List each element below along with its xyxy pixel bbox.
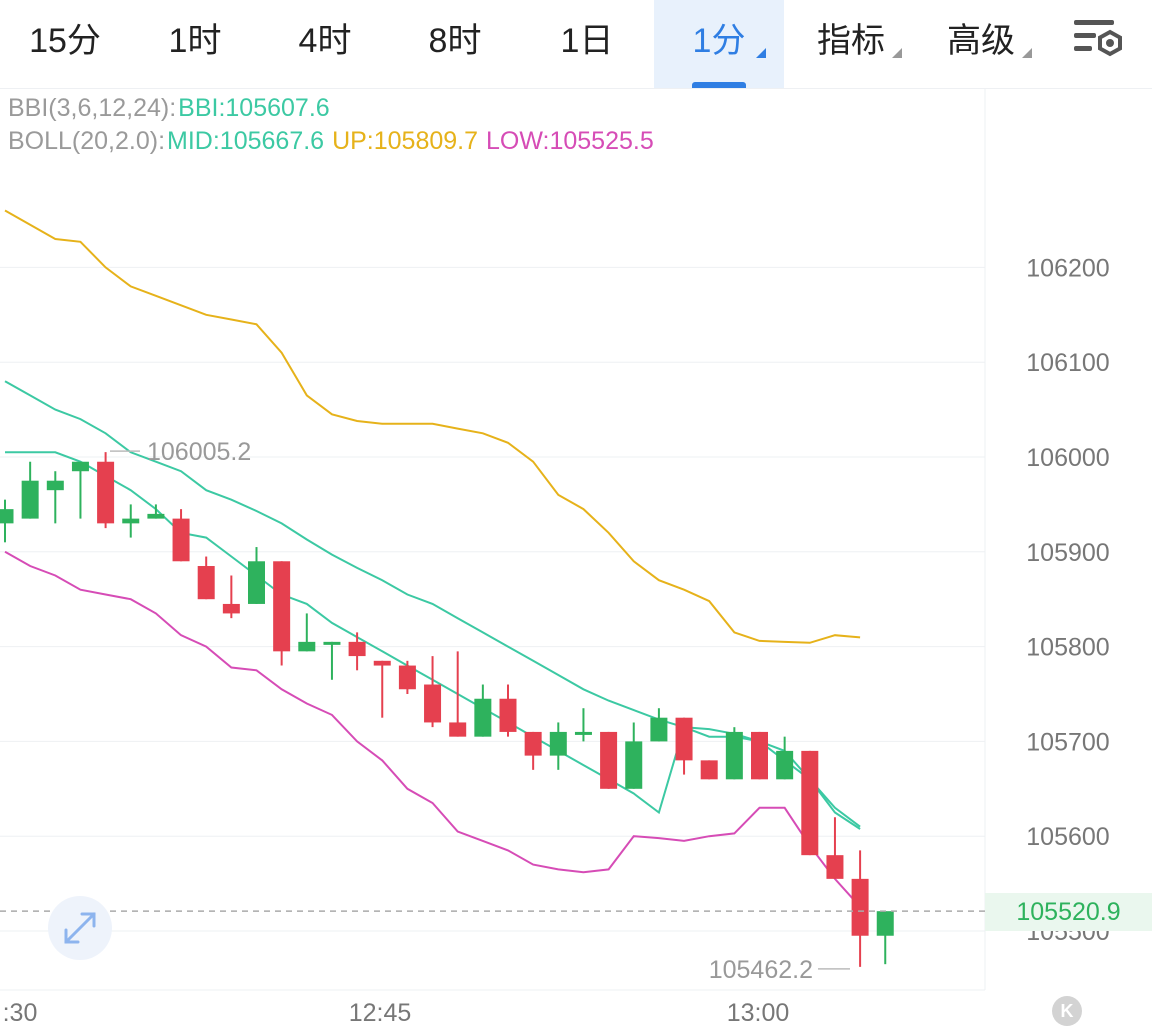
candle-body <box>222 603 240 614</box>
x-tick-label: 13:00 <box>727 999 790 1025</box>
tab-8h[interactable]: 8时 <box>428 22 482 60</box>
tab-15m[interactable]: 15分 <box>29 22 101 60</box>
bbi-legend-value: BBI:105607.6 <box>178 94 330 122</box>
boll-low-line <box>4 550 861 908</box>
candle-body <box>600 731 618 789</box>
x-tick-label: :30 <box>3 999 38 1025</box>
candle-body <box>373 660 391 666</box>
candle-body <box>524 731 542 756</box>
candle-body <box>348 641 366 657</box>
y-tick-label: 106000 <box>1026 444 1109 472</box>
candle-body <box>0 509 14 524</box>
boll-up-line <box>4 209 861 644</box>
candle-body <box>625 741 643 789</box>
candle-body <box>172 518 190 562</box>
expand-arrows-icon[interactable] <box>48 896 112 960</box>
dropdown-caret-icon <box>1022 48 1032 58</box>
dropdown-caret-icon <box>756 48 766 58</box>
candle-body <box>147 513 165 519</box>
candle-body <box>474 698 492 737</box>
candle-body <box>298 641 316 652</box>
tab-indicators[interactable]: 指标 <box>786 0 916 88</box>
chart-settings-icon[interactable] <box>1070 16 1128 66</box>
boll-low-value: LOW:105525.5 <box>486 127 654 155</box>
candle-body <box>197 566 215 600</box>
y-tick-label: 105700 <box>1026 728 1109 756</box>
bbi-legend-label: BBI(3,6,12,24): <box>8 94 177 122</box>
candle-body <box>97 461 115 524</box>
candle-body <box>751 731 768 780</box>
active-tab-underline <box>692 82 746 88</box>
candlestick-chart[interactable]: 106200 106100 106000 105900 105800 105700 1056… <box>0 88 1152 1025</box>
candle-body <box>273 561 291 652</box>
candle-body <box>801 750 819 856</box>
tab-indicators-label: 指标 <box>817 22 885 60</box>
tab-1d[interactable]: 1日 <box>560 22 614 60</box>
low-marker-label: 105462.2 <box>709 956 813 984</box>
y-tick-label: 106100 <box>1026 349 1109 377</box>
candle-body <box>700 760 718 780</box>
candle-body <box>71 461 89 472</box>
candle-body <box>826 855 844 879</box>
candle-body <box>398 665 416 690</box>
tab-advanced-label: 高级 <box>947 22 1015 60</box>
dropdown-caret-icon <box>892 48 902 58</box>
boll-mid-line <box>4 380 861 830</box>
candle-body <box>876 911 894 936</box>
candle-body <box>21 480 39 519</box>
current-price-tag: 105520.9 <box>985 893 1152 931</box>
y-tick-label: 106200 <box>1026 254 1109 282</box>
tab-1m[interactable]: 1分 <box>654 0 784 88</box>
tab-1h[interactable]: 1时 <box>168 22 222 60</box>
bbi-legend: BBI(3,6,12,24):BBI:105607.6 <box>8 94 338 123</box>
candle-body <box>122 518 140 524</box>
candle-body <box>574 731 592 735</box>
high-marker-label: 106005.2 <box>147 438 251 466</box>
candle-body <box>725 731 743 780</box>
boll-legend-label: BOLL(20,2.0): <box>8 127 166 155</box>
tab-4h[interactable]: 4时 <box>298 22 352 60</box>
tab-1m-label: 1分 <box>692 22 746 60</box>
boll-legend: BOLL(20,2.0):MID:105667.6 UP:105809.7 LOW:… <box>8 127 662 156</box>
candle-body <box>424 684 442 723</box>
boll-mid-value: MID:105667.6 <box>167 127 325 155</box>
y-tick-label: 105600 <box>1026 823 1109 851</box>
tab-advanced[interactable]: 高级 <box>916 0 1046 88</box>
timeframe-tab-bar: 15分 1时 4时 8时 1日 1分 指标 高级 <box>0 0 1152 89</box>
candle-body <box>449 722 467 737</box>
y-tick-label: 105800 <box>1026 634 1109 662</box>
candle-body <box>675 717 693 761</box>
y-tick-label: 105900 <box>1026 539 1109 567</box>
candle-body <box>549 731 567 756</box>
candle-body <box>776 750 794 780</box>
boll-up-value: UP:105809.7 <box>332 127 479 155</box>
candle-body <box>46 480 64 491</box>
candle-body <box>499 698 517 732</box>
candle-body <box>650 717 668 742</box>
k-line-toggle-button[interactable]: K <box>1052 996 1082 1026</box>
x-tick-label: 12:45 <box>349 999 412 1025</box>
candle-body <box>851 878 869 936</box>
candle-body <box>323 641 341 645</box>
candle-body <box>248 561 265 604</box>
